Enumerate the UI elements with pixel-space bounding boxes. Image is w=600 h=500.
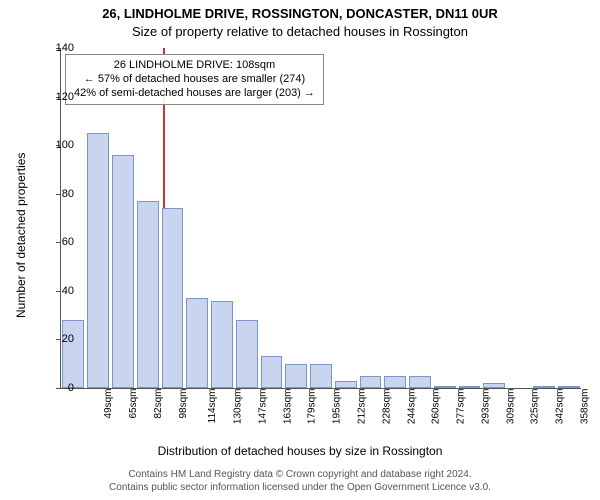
x-tick-label: 195sqm [332, 389, 343, 425]
bar [87, 133, 109, 388]
x-tick-label: 82sqm [153, 389, 164, 419]
y-tick-label: 100 [34, 139, 74, 151]
bar [384, 376, 406, 388]
bar [533, 386, 555, 388]
footnote-line2: Contains public sector information licen… [0, 482, 600, 495]
x-tick-label: 325sqm [530, 389, 541, 425]
bar [186, 298, 208, 388]
footnote: Contains HM Land Registry data © Crown c… [0, 469, 600, 494]
bar [360, 376, 382, 388]
x-tick-label: 244sqm [406, 389, 417, 425]
y-tick-label: 0 [34, 382, 74, 394]
x-tick-label: 358sqm [579, 389, 590, 425]
x-tick-label: 228sqm [381, 389, 392, 425]
bar [483, 383, 505, 388]
x-tick-label: 179sqm [307, 389, 318, 425]
bar [137, 201, 159, 388]
x-tick-label: 49sqm [103, 389, 114, 419]
x-tick-label: 98sqm [178, 389, 189, 419]
bar [335, 381, 357, 388]
y-tick-label: 20 [34, 333, 74, 345]
y-tick-label: 120 [34, 91, 74, 103]
y-tick-label: 80 [34, 188, 74, 200]
x-tick-label: 65sqm [128, 389, 139, 419]
plot-area: 26 LINDHOLME DRIVE: 108sqm ← 57% of deta… [60, 48, 581, 389]
annotation-line2: ← 57% of detached houses are smaller (27… [74, 73, 315, 87]
y-tick-label: 140 [34, 42, 74, 54]
x-tick-label: 163sqm [282, 389, 293, 425]
bar [162, 208, 184, 388]
bar [310, 364, 332, 388]
x-tick-label: 147sqm [258, 389, 269, 425]
chart-container: 26, LINDHOLME DRIVE, ROSSINGTON, DONCAST… [0, 0, 600, 500]
y-tick-label: 40 [34, 285, 74, 297]
bar [434, 386, 456, 388]
x-axis-label: Distribution of detached houses by size … [0, 444, 600, 458]
annotation-box: 26 LINDHOLME DRIVE: 108sqm ← 57% of deta… [65, 54, 324, 105]
annotation-line1: 26 LINDHOLME DRIVE: 108sqm [74, 59, 315, 73]
y-tick-label: 60 [34, 236, 74, 248]
annotation-line3: 42% of semi-detached houses are larger (… [74, 87, 315, 101]
bar [558, 386, 580, 388]
bar [211, 301, 233, 388]
bar [261, 356, 283, 388]
chart-title-line1: 26, LINDHOLME DRIVE, ROSSINGTON, DONCAST… [0, 6, 600, 21]
x-tick-label: 309sqm [505, 389, 516, 425]
x-tick-label: 212sqm [357, 389, 368, 425]
x-tick-label: 114sqm [207, 389, 218, 424]
x-tick-label: 293sqm [480, 389, 491, 425]
bar [285, 364, 307, 388]
chart-title-line2: Size of property relative to detached ho… [0, 24, 600, 39]
bar [459, 386, 481, 388]
bar [62, 320, 84, 388]
y-axis-label: Number of detached properties [14, 153, 28, 318]
bar [236, 320, 258, 388]
bar [112, 155, 134, 388]
bar [409, 376, 431, 388]
x-tick-label: 342sqm [555, 389, 566, 425]
x-tick-label: 277sqm [456, 389, 467, 425]
x-tick-label: 130sqm [233, 389, 244, 425]
footnote-line1: Contains HM Land Registry data © Crown c… [0, 469, 600, 482]
x-tick-label: 260sqm [431, 389, 442, 425]
